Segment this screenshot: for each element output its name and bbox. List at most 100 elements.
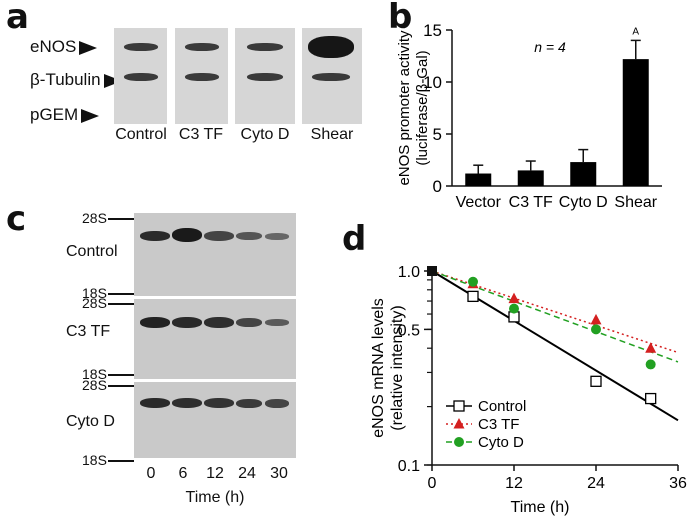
marker-tick	[108, 460, 134, 462]
x-tick-label: Shear	[614, 194, 657, 211]
marker-tick	[108, 218, 134, 220]
bar	[622, 59, 649, 187]
y-tick-label: 15	[423, 21, 442, 40]
gel-band	[140, 398, 170, 408]
x-tick-label: 12	[505, 475, 523, 492]
x-tick-label: 24	[587, 475, 605, 492]
y-tick-label: 0	[433, 177, 442, 196]
x-axis-label: Time (h)	[511, 499, 570, 516]
data-point	[590, 313, 602, 325]
gel-band	[265, 319, 289, 326]
blot-band	[308, 36, 354, 58]
gel-band	[265, 399, 289, 408]
gel-band	[140, 231, 170, 241]
gel-band	[140, 317, 170, 328]
arrow-right-icon	[79, 40, 98, 55]
gel-band	[236, 232, 262, 240]
time-label: 24	[238, 465, 256, 482]
panel-b-letter: b	[388, 0, 413, 37]
blot-band	[124, 43, 158, 51]
data-point	[508, 292, 520, 304]
gel-band	[172, 398, 202, 408]
y-axis-label-2: (relative intensity)	[389, 305, 406, 430]
band-label-pgem: pGEM	[30, 106, 100, 124]
gel-band	[204, 317, 234, 328]
data-point	[645, 392, 657, 405]
y-tick-label: 0.1	[398, 458, 420, 475]
marker-28s: 28S	[82, 295, 107, 311]
arrow-right-icon	[81, 108, 100, 123]
legend-marker	[453, 418, 465, 429]
gel-band	[265, 233, 289, 240]
data-point	[590, 375, 602, 387]
x-tick-label: 36	[669, 475, 687, 492]
gel-control	[134, 213, 296, 296]
gel-band	[172, 317, 202, 328]
blot-band	[124, 73, 158, 81]
y-tick-label: 0.5	[398, 322, 420, 339]
legend-label: C3 TF	[478, 416, 519, 433]
blot-band	[247, 73, 283, 81]
bar	[570, 162, 597, 186]
n-annotation: n = 4	[534, 39, 566, 55]
marker-tick	[108, 303, 134, 305]
marker-18s: 18S	[82, 366, 107, 382]
marker-tick	[108, 385, 134, 387]
gel-band	[204, 231, 234, 241]
gel-band	[236, 399, 262, 408]
y-tick-label: 10	[423, 73, 442, 92]
y-tick-label: 5	[433, 125, 442, 144]
data-point-origin	[427, 266, 437, 276]
blot-lane-control	[114, 28, 167, 124]
x-tick-label: Cyto D	[559, 194, 608, 211]
row-label-cytod: Cyto D	[66, 413, 115, 430]
marker-18s: 18S	[82, 452, 107, 468]
lane-label-c3tf: C3 TF	[178, 126, 224, 143]
gel-band	[172, 228, 202, 242]
significance-mark: A	[632, 26, 639, 37]
y-axis-label-2: (luciferase/β-Gal)	[414, 50, 431, 165]
data-point	[645, 359, 656, 370]
blot-lane-shear	[302, 28, 362, 124]
bar	[465, 173, 492, 186]
blot-lane-c3tf	[175, 28, 228, 124]
panel-c-letter: c	[6, 199, 27, 239]
time-label: 6	[178, 465, 188, 482]
panel-d-letter: d	[342, 219, 367, 259]
blot-lane-cytod	[235, 28, 295, 124]
bar	[517, 170, 544, 186]
fit-line	[431, 270, 679, 363]
legend-marker	[453, 400, 465, 412]
marker-tick	[108, 374, 134, 376]
x-tick-label: Vector	[456, 194, 502, 211]
data-point	[591, 324, 601, 335]
fit-line	[431, 270, 679, 354]
gel-c3tf	[134, 299, 296, 379]
blot-band	[185, 43, 219, 51]
data-point	[509, 303, 519, 314]
y-axis-label: eNOS mRNA levels	[370, 298, 387, 438]
x-tick-label: 0	[428, 475, 437, 492]
data-point	[645, 342, 657, 353]
row-label-control: Control	[66, 243, 118, 260]
legend-marker	[454, 437, 464, 447]
time-label: 0	[146, 465, 156, 482]
lane-label-shear: Shear	[310, 126, 354, 143]
time-label: 12	[206, 465, 224, 482]
blot-band	[312, 73, 350, 81]
gel-band	[236, 318, 262, 327]
row-label-c3tf: C3 TF	[66, 323, 111, 340]
band-label-enos: eNOS	[30, 38, 98, 56]
marker-18s: 18S	[82, 285, 107, 301]
marker-tick	[108, 293, 134, 295]
panel-c-xlabel: Time (h)	[185, 489, 245, 506]
marker-28s: 28S	[82, 377, 107, 393]
legend-label: Control	[478, 398, 526, 415]
legend-label: Cyto D	[478, 434, 524, 451]
x-tick-label: C3 TF	[509, 194, 553, 211]
panel-a-letter: a	[6, 0, 29, 37]
gel-band	[204, 398, 234, 408]
marker-28s: 28S	[82, 210, 107, 226]
blot-band	[247, 43, 283, 51]
